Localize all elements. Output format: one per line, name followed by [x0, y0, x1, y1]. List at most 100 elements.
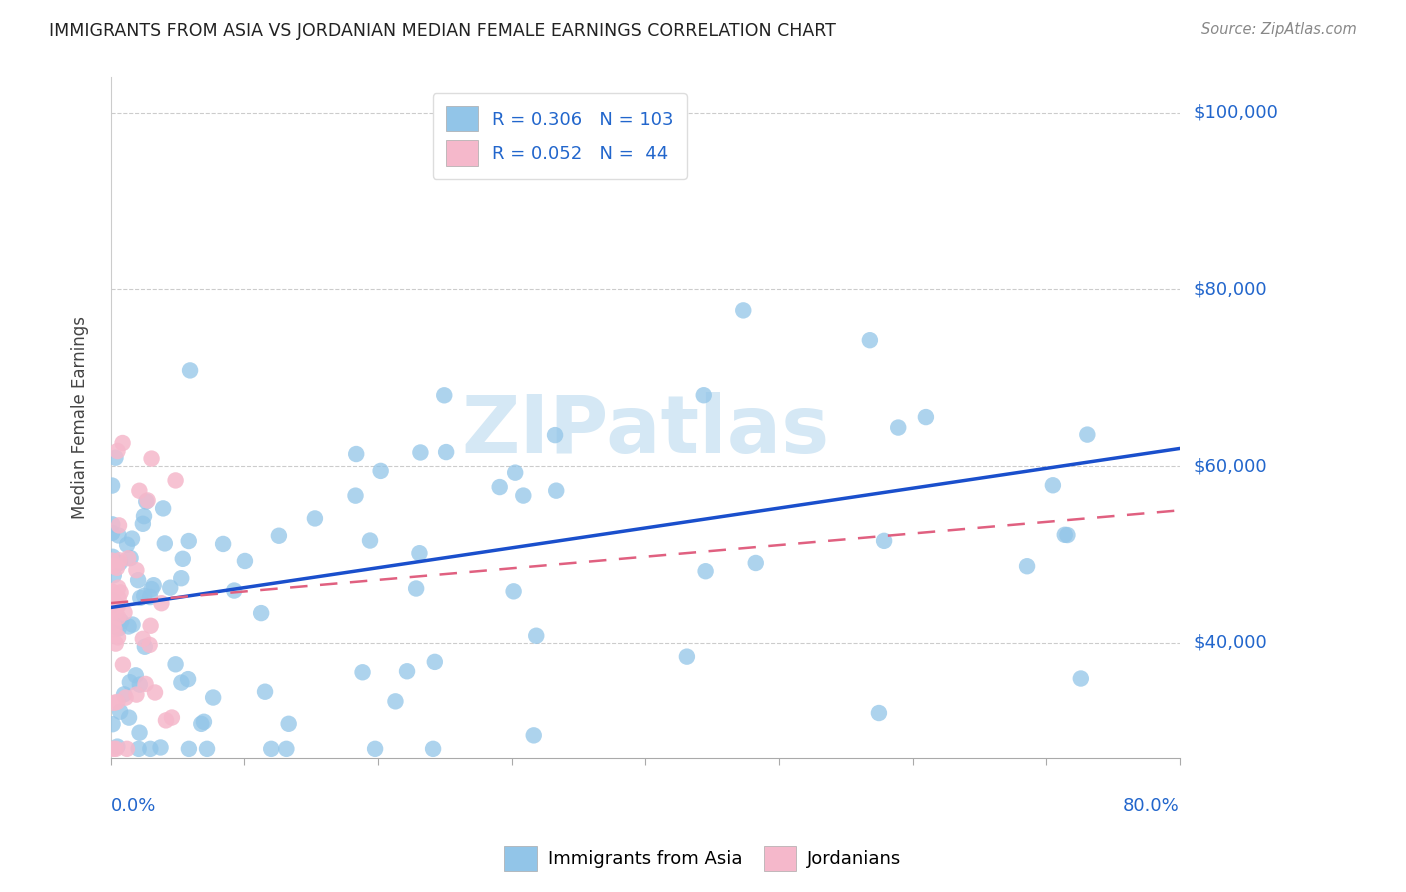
Point [128, 725, 150, 739]
Point [364, 742, 387, 756]
Point [873, 533, 896, 548]
Point [423, 655, 446, 669]
Point [107, 631, 129, 645]
Point [107, 591, 129, 606]
Point [233, 554, 256, 568]
Point [523, 728, 546, 742]
Point [101, 598, 124, 612]
Point [695, 564, 717, 578]
Point [544, 428, 567, 442]
Point [134, 589, 156, 603]
Point [408, 546, 430, 560]
Point [107, 444, 129, 458]
Point [108, 556, 131, 570]
Point [125, 688, 148, 702]
Point [104, 450, 127, 465]
Point [110, 615, 132, 629]
Point [915, 410, 938, 425]
Point [160, 710, 183, 724]
Point [224, 583, 246, 598]
Point [190, 716, 212, 731]
Point [488, 480, 510, 494]
Point [502, 584, 524, 599]
Point [745, 556, 768, 570]
Point [101, 478, 124, 492]
Point [101, 554, 124, 568]
Legend: R = 0.306   N = 103, R = 0.052   N =  44: R = 0.306 N = 103, R = 0.052 N = 44 [433, 94, 686, 178]
Point [193, 714, 215, 729]
Point [121, 617, 143, 632]
Point [107, 528, 129, 542]
Point [155, 714, 177, 728]
Point [101, 592, 124, 607]
Point [103, 559, 125, 574]
Point [115, 742, 138, 756]
Point [104, 742, 127, 756]
Text: ZIPatlas: ZIPatlas [461, 392, 830, 470]
Point [277, 716, 299, 731]
Point [254, 684, 277, 698]
Point [104, 637, 127, 651]
Point [111, 436, 134, 450]
Point [1070, 672, 1092, 686]
Point [177, 534, 200, 549]
Point [120, 551, 142, 566]
Point [108, 518, 131, 533]
Point [129, 591, 152, 605]
Point [152, 501, 174, 516]
Point [132, 516, 155, 531]
Point [370, 464, 392, 478]
Point [344, 489, 367, 503]
Point [107, 581, 129, 595]
Point [105, 695, 128, 709]
Point [142, 578, 165, 592]
Point [128, 677, 150, 691]
Point [135, 494, 157, 508]
Point [212, 537, 235, 551]
Point [103, 617, 125, 632]
Y-axis label: Median Female Earnings: Median Female Earnings [72, 316, 89, 519]
Point [117, 619, 139, 633]
Point [170, 675, 193, 690]
Point [101, 517, 124, 532]
Point [405, 582, 427, 596]
Point [359, 533, 381, 548]
Point [108, 705, 131, 719]
Point [859, 333, 882, 347]
Point [546, 483, 568, 498]
Text: IMMIGRANTS FROM ASIA VS JORDANIAN MEDIAN FEMALE EARNINGS CORRELATION CHART: IMMIGRANTS FROM ASIA VS JORDANIAN MEDIAN… [49, 22, 837, 40]
Point [101, 525, 124, 540]
Point [1076, 427, 1098, 442]
Point [117, 551, 139, 566]
Point [105, 561, 128, 575]
Point [104, 604, 127, 618]
Point [868, 706, 890, 720]
Point [128, 483, 150, 498]
Point [107, 599, 129, 614]
Point [110, 585, 132, 599]
Point [125, 563, 148, 577]
Point [136, 493, 159, 508]
Point [512, 489, 534, 503]
Point [267, 529, 290, 543]
Point [260, 742, 283, 756]
Point [114, 690, 136, 705]
Point [149, 740, 172, 755]
Point [177, 672, 200, 686]
Point [179, 363, 201, 377]
Point [524, 629, 547, 643]
Point [103, 696, 125, 710]
Point [172, 551, 194, 566]
Point [153, 536, 176, 550]
Point [422, 742, 444, 756]
Point [111, 657, 134, 672]
Point [139, 590, 162, 604]
Point [150, 596, 173, 610]
Point [134, 640, 156, 654]
Point [101, 597, 124, 611]
Point [396, 665, 419, 679]
Point [344, 447, 367, 461]
Point [103, 742, 125, 756]
Point [112, 687, 135, 701]
Point [139, 742, 162, 756]
